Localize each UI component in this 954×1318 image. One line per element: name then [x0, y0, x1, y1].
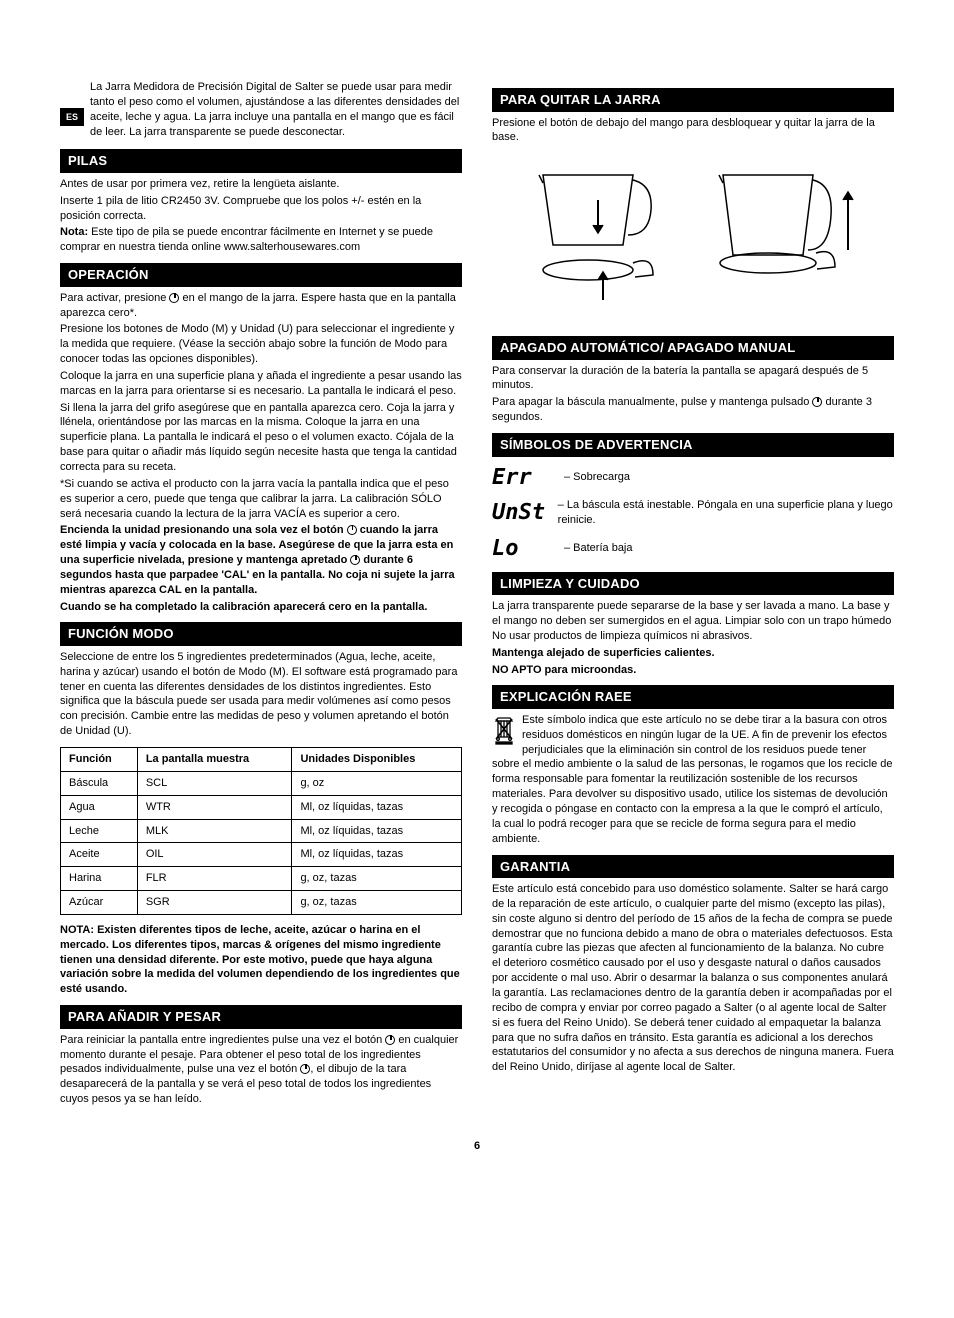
- intro-text: La Jarra Medidora de Precisión Digital d…: [90, 80, 462, 139]
- power-icon: [812, 397, 822, 407]
- err-symbol: Err: [492, 463, 552, 493]
- power-icon: [169, 293, 179, 303]
- th-unidades: Unidades Disponibles: [292, 748, 462, 772]
- section-modo: FUNCIÓN MODO: [60, 622, 462, 646]
- page-container: La Jarra Medidora de Precisión Digital d…: [60, 80, 894, 1109]
- table-row: HarinaFLRg, oz, tazas: [61, 867, 462, 891]
- left-column: La Jarra Medidora de Precisión Digital d…: [60, 80, 462, 1109]
- op-p6: Encienda la unidad presionando una sola …: [60, 523, 462, 597]
- modo-p1: Seleccione de entre los 5 ingredientes p…: [60, 650, 462, 739]
- symbol-text: – La báscula está inestable. Póngala en …: [558, 498, 894, 528]
- anadir-p1: Para reiniciar la pantalla entre ingredi…: [60, 1033, 462, 1107]
- section-quitar: PARA QUITAR LA JARRA: [492, 88, 894, 112]
- section-operacion: OPERACIÓN: [60, 263, 462, 287]
- op-p3: Coloque la jarra en una superficie plana…: [60, 369, 462, 399]
- modo-table: Función La pantalla muestra Unidades Dis…: [60, 747, 462, 915]
- right-column: PARA QUITAR LA JARRA Presione el botón d…: [492, 80, 894, 1109]
- raee-p1: Este símbolo indica que este artículo no…: [492, 713, 894, 847]
- op-p2: Presione los botones de Modo (M) y Unida…: [60, 322, 462, 367]
- symbol-row: Lo – Batería baja: [492, 534, 894, 564]
- op-p5: *Si cuando se activa el producto con la …: [60, 477, 462, 522]
- section-limpieza: LIMPIEZA Y CUIDADO: [492, 572, 894, 596]
- symbol-row: UnSt – La báscula está inestable. Póngal…: [492, 498, 894, 528]
- apagado-p1: Para conservar la duración de la batería…: [492, 364, 894, 394]
- table-row: AzúcarSGRg, oz, tazas: [61, 891, 462, 915]
- table-row: AceiteOILMl, oz líquidas, tazas: [61, 843, 462, 867]
- section-simbolos: SÍMBOLOS DE ADVERTENCIA: [492, 433, 894, 457]
- limpieza-p2: Mantenga alejado de superficies caliente…: [492, 646, 894, 661]
- power-icon: [350, 555, 360, 565]
- section-garantia: GARANTIA: [492, 855, 894, 879]
- power-icon: [385, 1035, 395, 1045]
- lo-symbol: Lo: [492, 534, 552, 564]
- op-p7: Cuando se ha completado la calibración a…: [60, 600, 462, 615]
- section-anadir: PARA AÑADIR Y PESAR: [60, 1005, 462, 1029]
- op-p1: Para activar, presione en el mango de la…: [60, 291, 462, 321]
- table-row: LecheMLKMl, oz líquidas, tazas: [61, 819, 462, 843]
- pilas-p3: Nota: Este tipo de pila se puede encontr…: [60, 225, 462, 255]
- symbol-row: Err – Sobrecarga: [492, 463, 894, 493]
- modo-note: NOTA: Existen diferentes tipos de leche,…: [60, 923, 462, 997]
- garantia-p1: Este artículo está concebido para uso do…: [492, 882, 894, 1075]
- unst-symbol: UnSt: [492, 498, 546, 528]
- jug-diagram: [492, 155, 894, 315]
- power-icon: [300, 1064, 310, 1074]
- section-apagado: APAGADO AUTOMÁTICO/ APAGADO MANUAL: [492, 336, 894, 360]
- pilas-p1: Antes de usar por primera vez, retire la…: [60, 177, 462, 192]
- language-badge: ES: [60, 108, 84, 126]
- th-funcion: Función: [61, 748, 138, 772]
- symbol-text: – Sobrecarga: [564, 470, 630, 485]
- section-raee: EXPLICACIÓN RAEE: [492, 685, 894, 709]
- page-number: 6: [60, 1139, 894, 1154]
- symbol-text: – Batería baja: [564, 541, 633, 556]
- pilas-p2: Inserte 1 pila de litio CR2450 3V. Compr…: [60, 194, 462, 224]
- section-pilas: PILAS: [60, 149, 462, 173]
- table-row: AguaWTRMl, oz líquidas, tazas: [61, 795, 462, 819]
- limpieza-p3: NO APTO para microondas.: [492, 663, 894, 678]
- op-p4: Si llena la jarra del grifo asegúrese qu…: [60, 401, 462, 475]
- power-icon: [347, 525, 357, 535]
- quitar-p1: Presione el botón de debajo del mango pa…: [492, 116, 894, 146]
- apagado-p2: Para apagar la báscula manualmente, puls…: [492, 395, 894, 425]
- table-row: BásculaSCLg, oz: [61, 771, 462, 795]
- weee-icon: [492, 715, 516, 745]
- limpieza-p1: La jarra transparente puede separarse de…: [492, 599, 894, 644]
- th-pantalla: La pantalla muestra: [137, 748, 292, 772]
